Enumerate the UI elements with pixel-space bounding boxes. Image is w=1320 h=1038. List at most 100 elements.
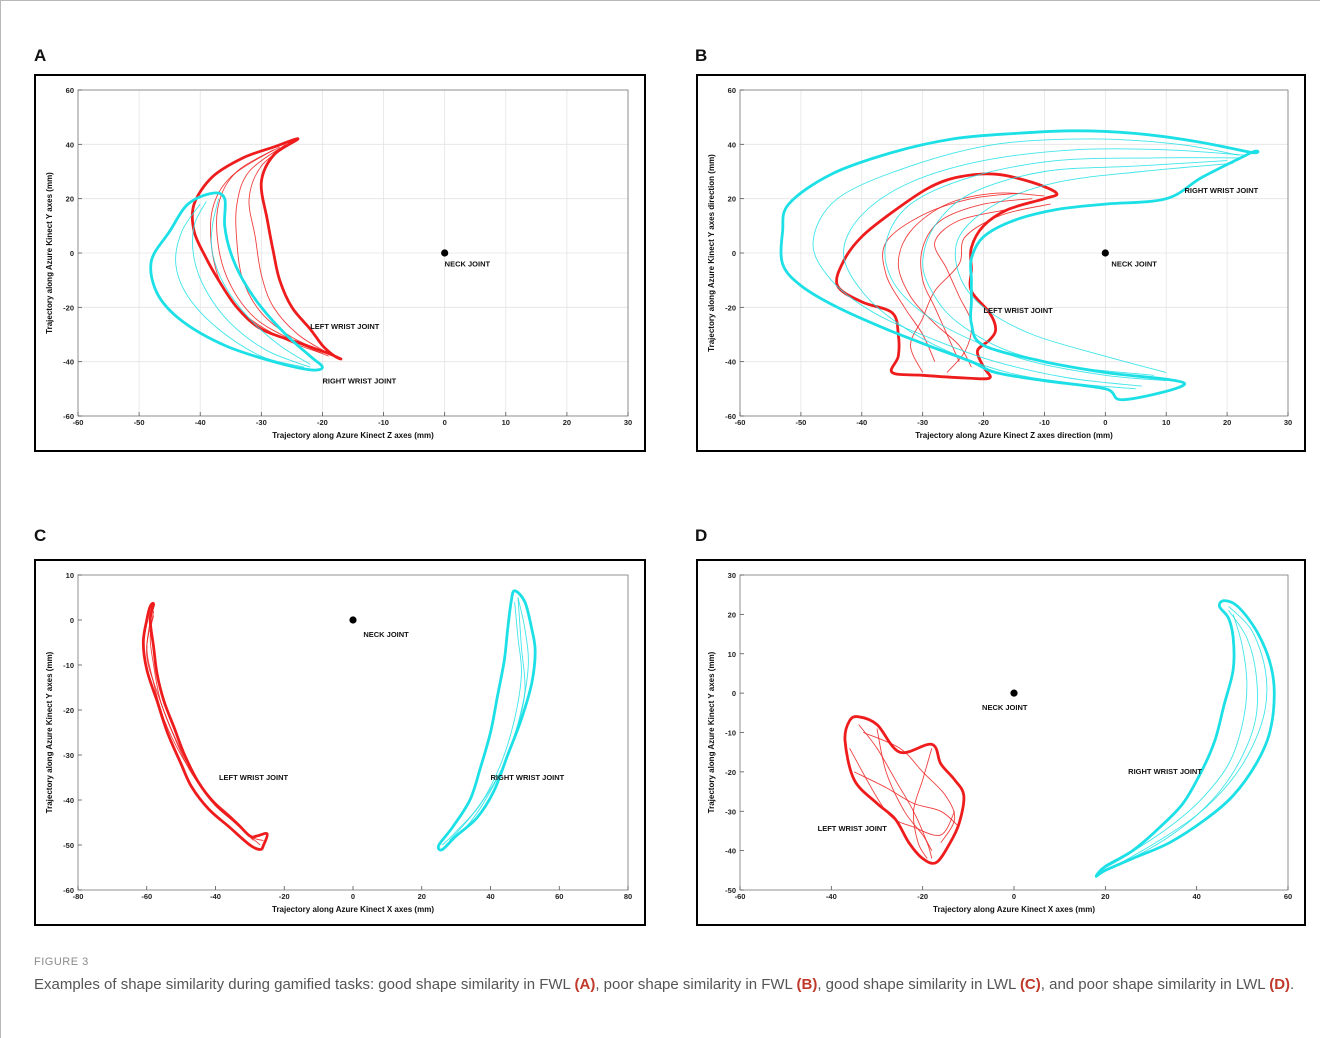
x-tick-label: -40: [195, 418, 206, 427]
trajectory-outline: [779, 129, 1260, 402]
trajectory-trace: [897, 192, 1045, 368]
annotation-label: LEFT WRIST JOINT: [818, 824, 888, 833]
chart-panel-d: -60 -40 -20 0 20 40 60 -50 -40 -30 -20 -10 0 10 20 30 Tr…: [696, 559, 1306, 926]
y-tick-label: 60: [728, 86, 736, 95]
x-tick-label: -60: [73, 418, 84, 427]
y-tick-label: 40: [728, 140, 736, 149]
trajectory-trace: [210, 198, 311, 365]
y-tick-label: 0: [732, 689, 736, 698]
x-tick-label: 40: [1192, 892, 1200, 901]
annotation-label: LEFT WRIST JOINT: [984, 306, 1054, 315]
annotation-label: LEFT WRIST JOINT: [310, 322, 380, 331]
caption-text-segment: Examples of shape similarity during gami…: [34, 976, 575, 993]
trajectory-outline: [436, 589, 537, 852]
x-tick-label: 10: [502, 418, 510, 427]
y-tick-label: -20: [63, 303, 74, 312]
y-tick-label: 20: [66, 195, 74, 204]
trajectory-trace: [934, 209, 1008, 373]
x-axis-label: Trajectory along Azure Kinect Z axes dir…: [915, 431, 1113, 440]
y-tick-label: -30: [63, 751, 74, 760]
trajectory-trace: [1105, 610, 1258, 871]
trajectory-trace: [858, 724, 933, 859]
trajectory-trace: [235, 143, 329, 354]
annotation-label: NECK JOINT: [1111, 260, 1157, 269]
trajectory-trace: [248, 141, 329, 354]
trajectory-trace: [849, 748, 955, 836]
caption-panel-ref: (D): [1269, 976, 1291, 993]
trajectory-trace: [854, 771, 960, 828]
y-tick-label: -60: [725, 412, 736, 421]
x-tick-label: -50: [134, 418, 145, 427]
annotation-label: RIGHT WRIST JOINT: [491, 773, 565, 782]
panel-border: [34, 559, 646, 926]
right-wrist-trajectory: [1094, 599, 1276, 878]
y-tick-label: 10: [728, 650, 736, 659]
y-axis-label: Trajectory along Azure Kinect Y axes (mm…: [707, 651, 716, 813]
trajectory-outline: [141, 601, 269, 851]
trajectory-trace: [175, 203, 305, 368]
x-axis-label: Trajectory along Azure Kinect X axes (mm…: [272, 905, 434, 914]
x-axis-label: Trajectory along Azure Kinect X axes (mm…: [933, 905, 1095, 914]
y-tick-label: 0: [70, 616, 74, 625]
y-axis-label: Trajectory along Azure Kinect Y axes (mm…: [45, 651, 54, 813]
y-axis-label: Trajectory along Azure Kinect Y axes (mm…: [45, 172, 54, 334]
trajectory-trace: [863, 732, 956, 844]
y-tick-label: 20: [728, 195, 736, 204]
x-tick-label: -30: [917, 418, 928, 427]
chart-panel-a: -60 -50 -40 -30 -20 -10 0 10 20 30 -60 -40 -20 0 20 40 6…: [34, 74, 646, 452]
right-wrist-trajectory: [149, 191, 324, 372]
x-tick-label: -40: [856, 418, 867, 427]
trajectory-trace: [910, 203, 1051, 373]
right-wrist-trajectory: [779, 129, 1260, 402]
y-tick-label: -10: [63, 661, 74, 670]
annotation-label: NECK JOINT: [982, 703, 1028, 712]
annotation-label: NECK JOINT: [445, 260, 491, 269]
trajectory-trace: [146, 619, 254, 841]
x-tick-label: -20: [917, 892, 928, 901]
left-wrist-trajectory: [141, 601, 269, 851]
x-tick-label: 20: [418, 892, 426, 901]
trajectory-trace: [920, 198, 1033, 362]
y-tick-label: 40: [66, 140, 74, 149]
x-tick-label: 30: [1284, 418, 1292, 427]
y-tick-label: -40: [63, 796, 74, 805]
trajectory-trace: [1114, 606, 1268, 867]
x-tick-label: 20: [1223, 418, 1231, 427]
x-tick-label: 30: [624, 418, 632, 427]
panel-letter-a: A: [34, 46, 47, 65]
panel-border: [696, 559, 1306, 926]
trajectory-trace: [884, 157, 1240, 382]
x-tick-label: -20: [317, 418, 328, 427]
figure-label: FIGURE 3: [34, 956, 89, 968]
y-tick-label: 60: [66, 86, 74, 95]
chart-panel-c: -80 -60 -40 -20 0 20 40 60 80-60-50-40-30-20-100…: [34, 559, 646, 926]
y-tick-label: -60: [63, 412, 74, 421]
caption-text-segment: , poor shape similarity in FWL: [595, 976, 797, 993]
x-tick-label: 0: [1103, 418, 1107, 427]
annotation-label: RIGHT WRIST JOINT: [1128, 767, 1202, 776]
panel-letter-c: C: [34, 526, 47, 545]
x-tick-label: 0: [1012, 892, 1016, 901]
figure-left-rule: [0, 0, 1, 1038]
x-tick-label: -60: [735, 892, 746, 901]
y-tick-label: -50: [725, 886, 736, 895]
x-tick-label: 10: [1162, 418, 1170, 427]
x-tick-label: -80: [73, 892, 84, 901]
annotation-label: RIGHT WRIST JOINT: [1184, 186, 1258, 195]
x-tick-label: 20: [1101, 892, 1109, 901]
caption-text-segment: , and poor shape similarity in LWL: [1040, 976, 1270, 993]
panel-border: [696, 74, 1306, 452]
neck-joint-point: [441, 249, 449, 257]
trajectory-outline: [190, 137, 343, 361]
figure-caption: Examples of shape similarity during gami…: [34, 974, 1314, 995]
x-tick-label: 0: [443, 418, 447, 427]
trajectory-outline: [149, 191, 324, 372]
trajectory-outline: [1094, 599, 1276, 878]
left-wrist-trajectory: [190, 137, 343, 361]
y-tick-label: -20: [63, 706, 74, 715]
panel-letter-d: D: [695, 526, 708, 545]
x-tick-label: -20: [279, 892, 290, 901]
y-tick-label: -40: [63, 358, 74, 367]
x-tick-label: 0: [351, 892, 355, 901]
x-tick-label: -10: [378, 418, 389, 427]
